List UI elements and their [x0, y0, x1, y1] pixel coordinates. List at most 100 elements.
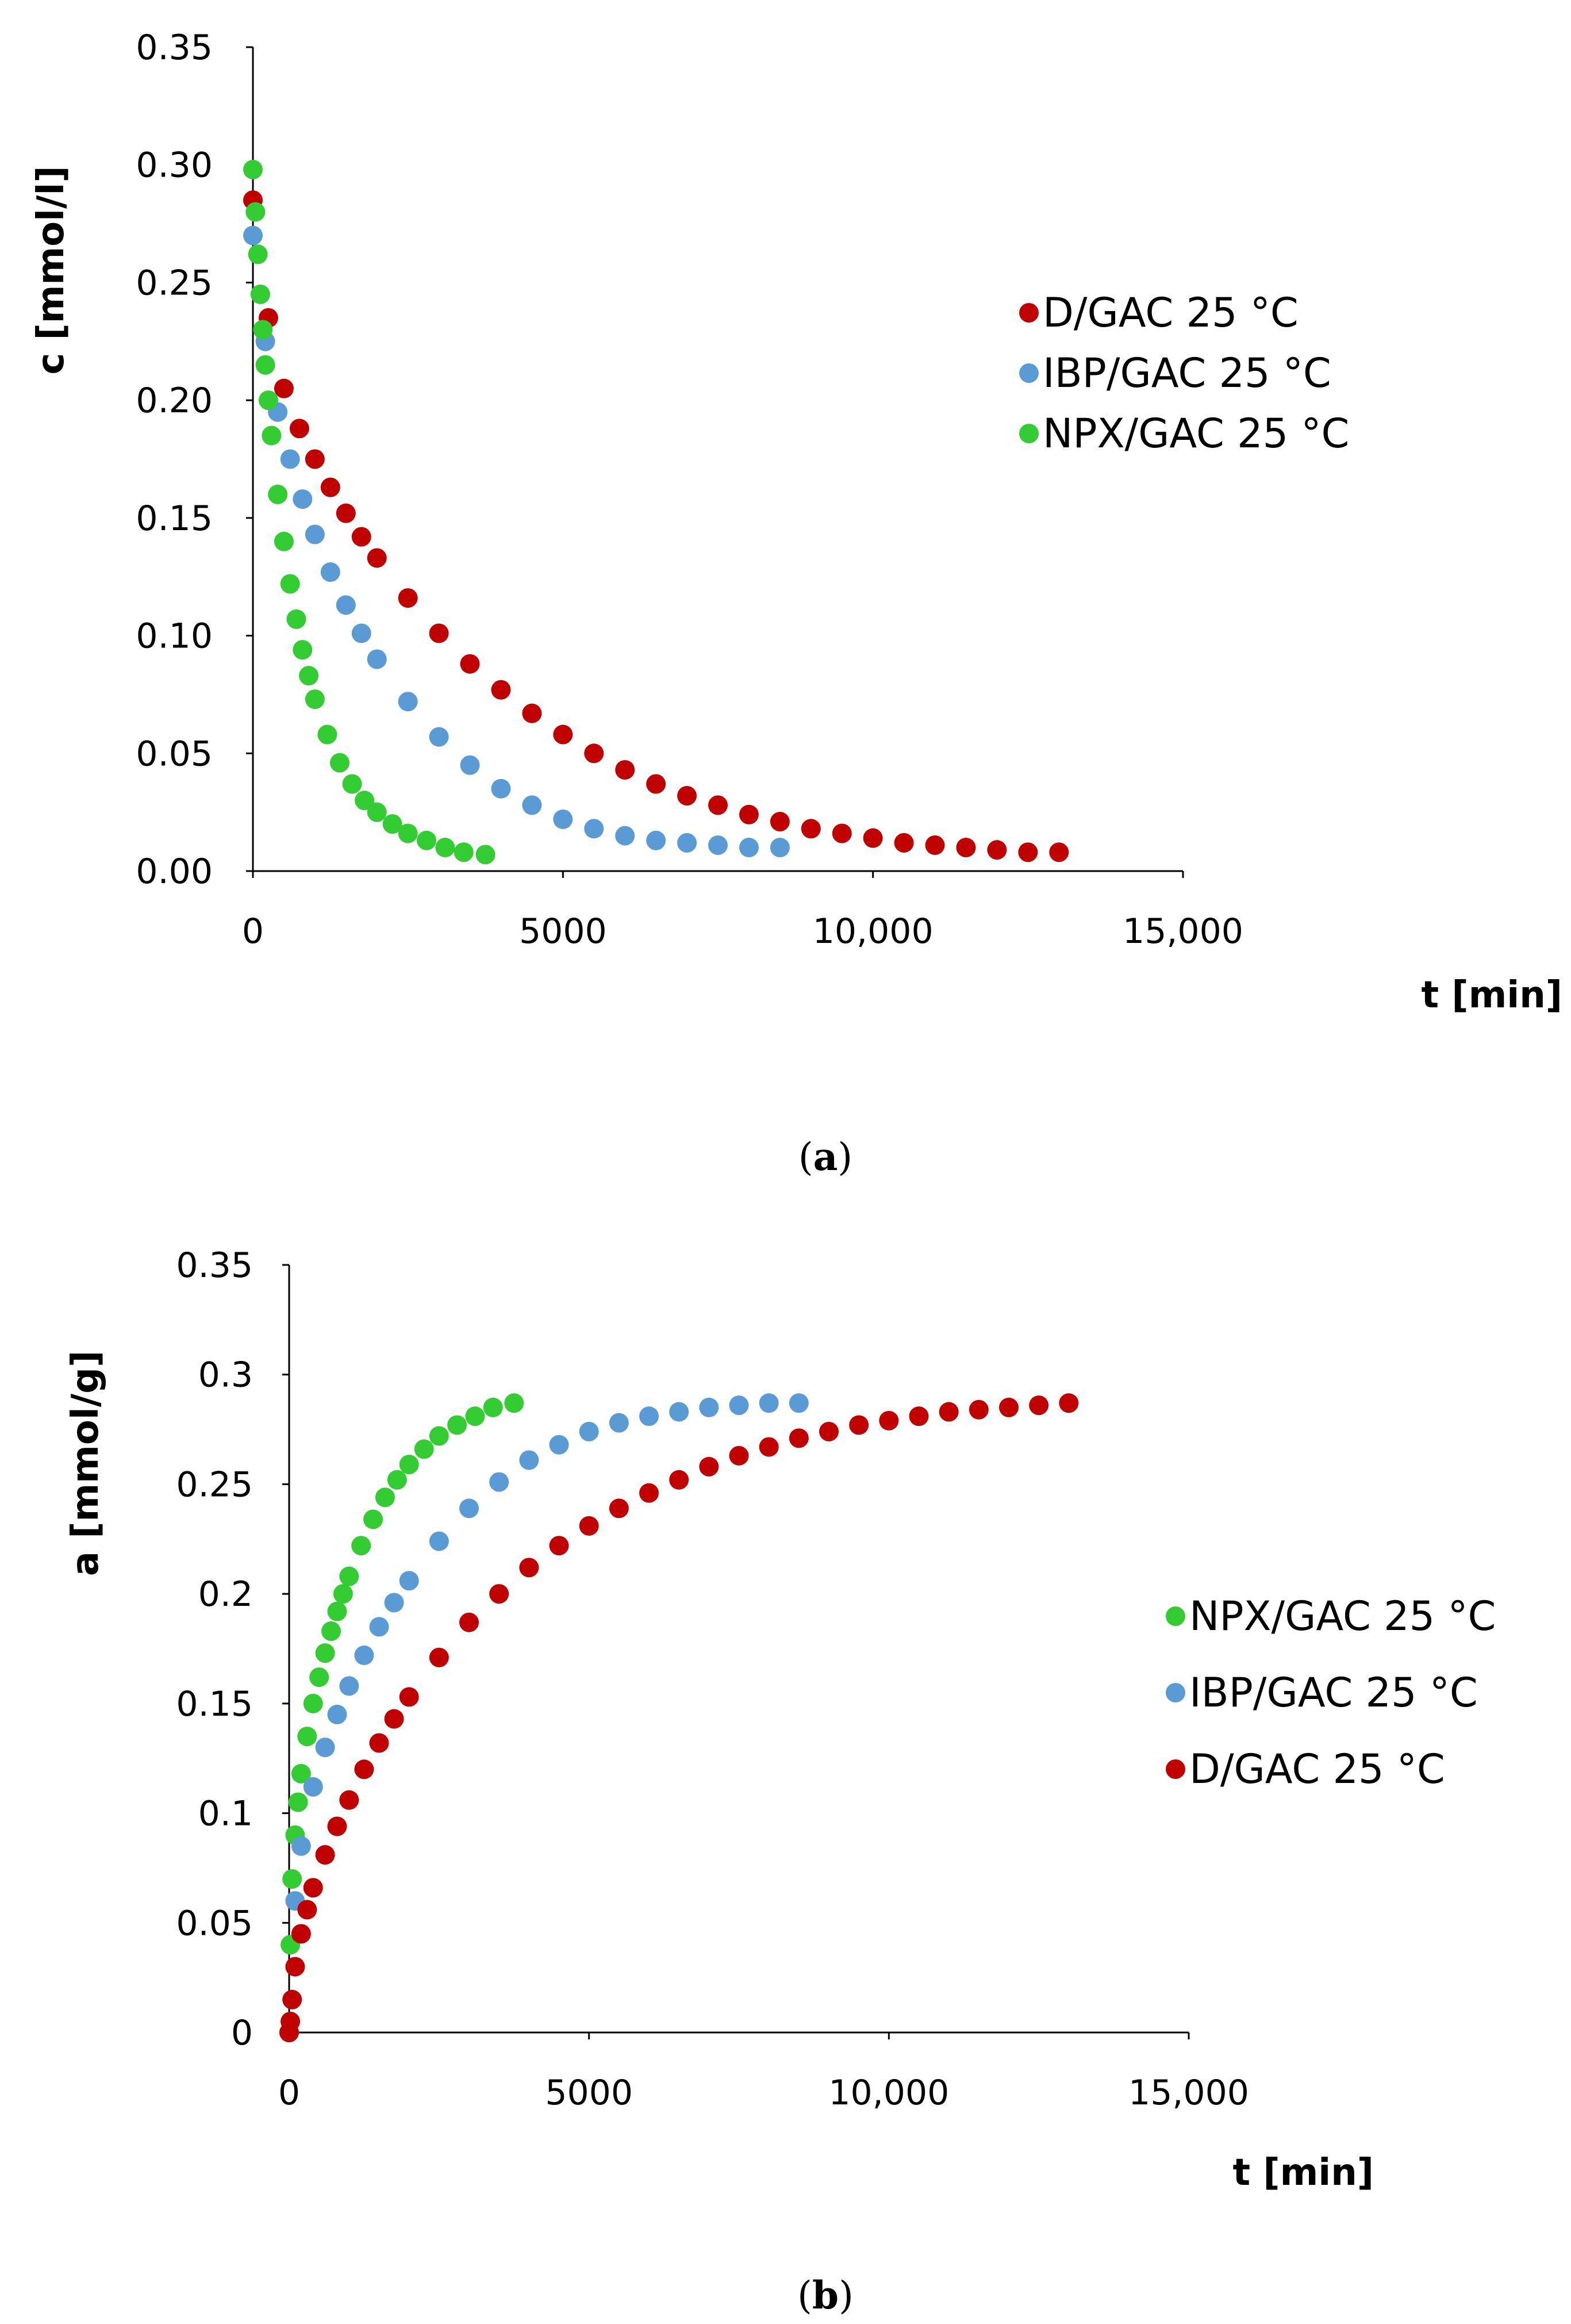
data-point [519, 1450, 539, 1470]
data-point [367, 649, 387, 669]
data-point [339, 1676, 359, 1696]
data-point [549, 1536, 569, 1556]
data-point [553, 724, 573, 745]
data-point [339, 1566, 359, 1586]
data-point [288, 1792, 308, 1812]
data-point [363, 1509, 383, 1529]
series-ibp [243, 225, 790, 858]
data-point [398, 692, 418, 712]
y-tick-label: 0.35 [136, 28, 213, 68]
chart-a-x-axis-title: t [min] [1421, 974, 1562, 1017]
chart-b-x-ticks: 0 5000 10,000 15,000 [278, 2032, 1249, 2113]
legend-label: IBP/GAC 25 °C [1043, 350, 1331, 397]
data-point [699, 1397, 719, 1417]
data-point [351, 623, 371, 643]
data-point [354, 1759, 374, 1780]
data-point [367, 802, 387, 822]
data-point [1018, 842, 1038, 862]
legend-label: IBP/GAC 25 °C [1189, 1669, 1478, 1716]
data-point [454, 842, 474, 862]
x-tick-label: 15,000 [1128, 2073, 1249, 2113]
data-point [399, 1571, 419, 1591]
data-point [303, 1693, 323, 1713]
chart-a-caption-letter: a [813, 1134, 838, 1179]
data-point [320, 477, 340, 497]
data-point [579, 1516, 599, 1536]
data-point [293, 489, 313, 509]
data-point [303, 1878, 323, 1898]
data-point [519, 1558, 539, 1578]
legend-marker [1166, 1683, 1185, 1702]
data-point [315, 1643, 335, 1663]
data-point [309, 1667, 329, 1688]
data-point [327, 1601, 347, 1621]
y-tick-label: 0.15 [136, 498, 213, 539]
chart-b-legend: NPX/GAC 25 °C IBP/GAC 25 °C D/GAC 25 °C [1166, 1593, 1496, 1793]
x-tick-label: 0 [278, 2073, 300, 2113]
data-point [281, 2011, 301, 2031]
data-point [956, 838, 976, 858]
y-tick-label: 0.05 [136, 734, 213, 774]
data-point [327, 1816, 347, 1836]
y-tick-label: 0.2 [198, 1574, 253, 1614]
data-point [969, 1399, 989, 1420]
data-point [459, 1612, 479, 1632]
chart-a-y-ticks: 0.00 0.05 0.10 0.15 0.20 0.25 0.30 0.35 [136, 28, 253, 892]
data-point [553, 809, 573, 829]
data-point [770, 838, 790, 858]
chart-a-concentration: 0.00 0.05 0.10 0.15 0.20 0.25 0.30 0.35 0 5000 10… [30, 28, 1562, 1179]
data-point [677, 833, 697, 853]
data-point [909, 1406, 929, 1426]
series-d [279, 1393, 1079, 2042]
data-point [330, 753, 350, 773]
data-point [305, 524, 325, 544]
data-point [384, 1593, 404, 1613]
data-point [894, 833, 914, 853]
data-point [584, 743, 604, 764]
data-point [285, 1957, 305, 1977]
data-point [609, 1498, 629, 1518]
data-point [1029, 1395, 1049, 1416]
data-point [849, 1415, 869, 1435]
data-point [639, 1483, 659, 1503]
data-point [250, 284, 270, 304]
data-point [355, 791, 375, 811]
chart-a-x-ticks: 0 5000 10,000 15,000 [242, 871, 1243, 952]
data-point [639, 1406, 659, 1426]
legend-marker [1166, 1759, 1185, 1779]
data-point [255, 355, 275, 375]
y-tick-label: 0.20 [136, 381, 213, 421]
data-point [489, 1584, 509, 1604]
data-point [429, 623, 449, 643]
data-point [489, 1472, 509, 1492]
data-point [286, 609, 306, 629]
chart-a-y-axis-title: c [mmol/l] [30, 166, 72, 374]
data-point [429, 1426, 449, 1446]
data-point [491, 778, 511, 799]
chart-a-markers [243, 159, 1069, 865]
chart-b-adsorption: 0 0.05 0.1 0.15 0.2 0.25 0.3 0.35 0 5000 10,000 15… [64, 1245, 1496, 2318]
data-point [460, 654, 480, 674]
data-point [303, 1777, 323, 1797]
data-point [759, 1437, 779, 1457]
y-tick-label: 0.25 [176, 1464, 253, 1505]
data-point [770, 812, 790, 832]
data-point [375, 1487, 395, 1508]
data-point [801, 819, 821, 839]
data-point [299, 666, 319, 686]
data-point [729, 1395, 749, 1416]
data-point [280, 574, 300, 594]
data-point [268, 484, 288, 504]
series-ibp [279, 1393, 809, 2042]
y-tick-label: 0 [231, 2013, 253, 2053]
chart-b-x-axis-title: t [min] [1232, 2152, 1374, 2194]
chart-b-caption: (b) [797, 2273, 854, 2318]
data-point [342, 774, 362, 794]
y-tick-label: 0.3 [198, 1355, 253, 1395]
x-tick-label: 10,000 [813, 911, 934, 952]
legend-label: NPX/GAC 25 °C [1189, 1593, 1496, 1640]
data-point [243, 225, 263, 246]
data-point [579, 1421, 599, 1441]
legend-marker [1019, 424, 1039, 443]
